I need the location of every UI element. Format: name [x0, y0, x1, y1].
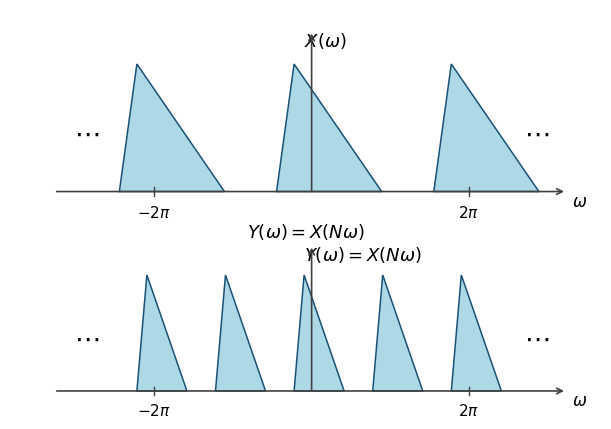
Text: $\omega$: $\omega$: [572, 393, 587, 410]
Text: $-2π$: $-2π$: [137, 404, 171, 420]
Text: $\omega$: $\omega$: [572, 194, 587, 211]
Text: $X(\omega)$: $X(\omega)$: [304, 31, 347, 51]
Text: $Y(\omega) = X(N\omega)$: $Y(\omega) = X(N\omega)$: [304, 245, 422, 265]
Polygon shape: [373, 275, 423, 391]
Polygon shape: [294, 275, 344, 391]
Text: $Y(\omega) = X(N\omega)$: $Y(\omega) = X(N\omega)$: [247, 222, 364, 242]
Polygon shape: [452, 275, 502, 391]
Text: $\cdots$: $\cdots$: [524, 122, 549, 148]
Text: $-2π$: $-2π$: [137, 205, 171, 221]
Polygon shape: [277, 64, 382, 191]
Polygon shape: [119, 64, 224, 191]
Text: $\cdots$: $\cdots$: [74, 122, 99, 148]
Text: $2π$: $2π$: [458, 404, 480, 420]
Text: $2π$: $2π$: [458, 205, 480, 221]
Text: $\cdots$: $\cdots$: [74, 327, 99, 353]
Text: $\cdots$: $\cdots$: [524, 327, 549, 353]
Polygon shape: [434, 64, 539, 191]
Polygon shape: [137, 275, 187, 391]
Polygon shape: [216, 275, 266, 391]
